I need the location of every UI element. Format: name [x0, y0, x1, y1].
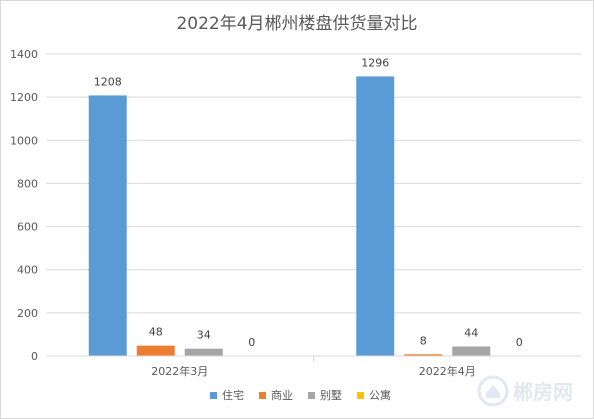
x-tick-label: 2022年4月 — [419, 364, 476, 378]
watermark-text: 郴房网 — [513, 380, 573, 404]
data-label: 44 — [464, 327, 478, 340]
data-label: 1208 — [94, 75, 122, 88]
legend-swatch — [308, 392, 315, 399]
house-logo-icon — [477, 375, 509, 407]
legend-label: 住宅 — [222, 388, 244, 402]
bar-1-2 — [356, 76, 395, 356]
y-tick-label: 1000 — [10, 134, 38, 147]
bar-3-2 — [452, 346, 491, 356]
bars — [88, 76, 491, 356]
data-label: 8 — [420, 334, 427, 347]
data-label: 1296 — [361, 56, 389, 69]
y-tick-label: 0 — [31, 350, 38, 363]
data-label: 34 — [197, 329, 211, 342]
watermark: 郴房网 — [477, 373, 589, 409]
data-labels: 1208 48 34 0 1296 8 44 0 — [94, 56, 523, 349]
gridlines — [46, 53, 581, 357]
x-axis-ticks: 2022年3月 2022年4月 — [46, 355, 581, 378]
legend-label: 公寓 — [369, 388, 391, 402]
bar-1-1 — [88, 95, 127, 356]
y-tick-label: 800 — [17, 177, 38, 190]
x-tick-label: 2022年3月 — [151, 364, 208, 378]
data-label: 0 — [248, 336, 255, 349]
legend-label: 商业 — [271, 388, 293, 402]
bar-2-2 — [404, 354, 443, 356]
y-axis-ticks: 0 200 400 600 800 1000 1200 1400 — [10, 48, 38, 363]
data-label: 48 — [149, 326, 163, 339]
y-tick-label: 1400 — [10, 48, 38, 61]
y-tick-label: 600 — [17, 221, 38, 234]
chart-title: 2022年4月郴州楼盘供货量对比 — [176, 14, 417, 34]
watermark-logo: 郴房网 — [477, 375, 573, 407]
legend-swatch — [357, 392, 364, 399]
bar-3-1 — [184, 348, 223, 356]
y-tick-label: 400 — [17, 264, 38, 277]
bar-2-1 — [136, 345, 175, 356]
y-tick-label: 1200 — [10, 91, 38, 104]
legend: 住宅 商业 别墅 公寓 — [210, 388, 391, 402]
y-tick-label: 200 — [17, 307, 38, 320]
legend-label: 别墅 — [320, 389, 342, 402]
data-label: 0 — [516, 336, 523, 349]
legend-swatch — [210, 392, 217, 399]
legend-swatch — [259, 392, 266, 399]
